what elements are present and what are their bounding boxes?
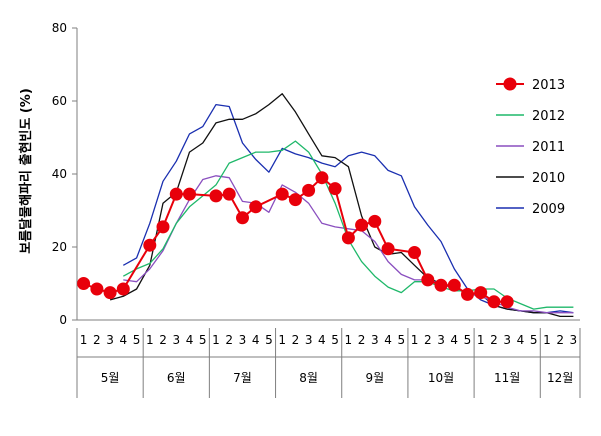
- data-point-2013: [315, 171, 329, 185]
- data-point-2013: [500, 295, 514, 309]
- month-label: 11월: [494, 371, 520, 385]
- week-tick-label: 3: [437, 333, 445, 347]
- data-point-2013: [328, 182, 342, 196]
- week-tick-label: 2: [292, 333, 300, 347]
- month-label: 12월: [547, 371, 573, 385]
- legend-marker-2013: [503, 77, 517, 91]
- week-tick-label: 1: [543, 333, 551, 347]
- week-tick-label: 1: [212, 333, 220, 347]
- week-tick-label: 1: [278, 333, 286, 347]
- data-point-2013: [275, 187, 289, 201]
- data-point-2013: [487, 295, 501, 309]
- legend-label-2010: 2010: [532, 171, 565, 186]
- data-point-2013: [77, 277, 91, 290]
- week-tick-label: 5: [331, 333, 339, 347]
- week-tick-label: 3: [305, 333, 313, 347]
- week-tick-label: 5: [133, 333, 141, 347]
- month-label: 10월: [428, 371, 454, 385]
- plot-area: [77, 93, 574, 318]
- month-label: 9월: [365, 371, 384, 385]
- legend-label-2013: 2013: [532, 78, 565, 93]
- week-tick-label: 5: [464, 333, 472, 347]
- week-tick-label: 3: [106, 333, 114, 347]
- y-tick-label: 0: [59, 313, 67, 327]
- month-label: 5월: [101, 371, 120, 385]
- data-point-2013: [408, 246, 421, 259]
- data-point-2013: [116, 282, 130, 296]
- week-tick-label: 3: [172, 333, 180, 347]
- legend-label-2009: 2009: [532, 202, 565, 217]
- week-tick-label: 2: [358, 333, 366, 347]
- week-tick-label: 1: [146, 333, 154, 347]
- week-tick-label: 4: [318, 333, 326, 347]
- data-point-2013: [381, 242, 395, 256]
- week-tick-label: 3: [371, 333, 379, 347]
- y-tick-label: 20: [52, 240, 67, 254]
- month-label: 7월: [233, 371, 252, 385]
- data-point-2013: [355, 218, 369, 232]
- week-tick-label: 2: [225, 333, 233, 347]
- data-point-2013: [447, 278, 461, 292]
- week-tick-label: 3: [503, 333, 511, 347]
- week-tick-label: 4: [186, 333, 194, 347]
- data-point-2013: [209, 189, 223, 203]
- data-point-2013: [368, 214, 382, 228]
- week-tick-label: 2: [93, 333, 101, 347]
- month-label: 8월: [299, 371, 318, 385]
- data-point-2013: [143, 238, 157, 252]
- data-point-2013: [288, 193, 302, 207]
- data-point-2013: [341, 231, 355, 245]
- legend: 2013 2012 2011 2010 2009: [496, 77, 565, 217]
- week-tick-label: 2: [159, 333, 167, 347]
- y-tick-label: 40: [52, 167, 67, 181]
- data-point-2013: [474, 286, 488, 300]
- data-point-2013: [421, 273, 435, 287]
- week-tick-label: 5: [199, 333, 207, 347]
- week-tick-label: 1: [80, 333, 88, 347]
- y-axis-title: 보름달물해파리 출현빈도 (%): [18, 88, 34, 254]
- data-point-2013: [236, 211, 249, 225]
- data-point-2013: [103, 286, 117, 300]
- week-tick-label: 3: [239, 333, 247, 347]
- y-tick-label: 60: [52, 94, 67, 108]
- week-tick-label: 5: [530, 333, 538, 347]
- week-tick-label: 1: [345, 333, 353, 347]
- legend-label-2011: 2011: [532, 140, 565, 155]
- week-tick-label: 5: [397, 333, 405, 347]
- month-label: 6월: [167, 371, 186, 385]
- data-point-2013: [249, 200, 263, 214]
- week-tick-label: 5: [265, 333, 273, 347]
- week-tick-label: 4: [517, 333, 525, 347]
- data-point-2013: [434, 278, 448, 292]
- data-point-2013: [302, 183, 316, 197]
- week-tick-label: 4: [450, 333, 458, 347]
- week-tick-label: 1: [411, 333, 419, 347]
- week-tick-label: 3: [570, 333, 578, 347]
- week-tick-label: 2: [424, 333, 432, 347]
- week-tick-label: 4: [120, 333, 128, 347]
- week-tick-label: 4: [384, 333, 392, 347]
- week-tick-label: 4: [252, 333, 260, 347]
- series-line-2010: [109, 93, 574, 318]
- data-point-2013: [222, 187, 236, 201]
- week-tick-label: 2: [490, 333, 498, 347]
- axes: 0 20 40 60 80: [52, 21, 580, 327]
- data-point-2013: [90, 282, 104, 296]
- data-point-2013: [156, 220, 170, 234]
- data-point-2013: [183, 187, 196, 201]
- y-tick-label: 80: [52, 21, 67, 35]
- data-point-2013: [461, 287, 474, 301]
- week-tick-label: 1: [477, 333, 485, 347]
- week-tick-label: 2: [556, 333, 564, 347]
- x-axis-categories: 1 2 3 4 5 1 2 3 4 5 1 2 3 4 5 1 2 3 4 5 1 2 3 4 5 1 2 3 4 5 1 2 3 4 5 1 2 35월…: [76, 328, 581, 398]
- data-point-2013: [169, 187, 183, 201]
- legend-label-2012: 2012: [532, 109, 565, 124]
